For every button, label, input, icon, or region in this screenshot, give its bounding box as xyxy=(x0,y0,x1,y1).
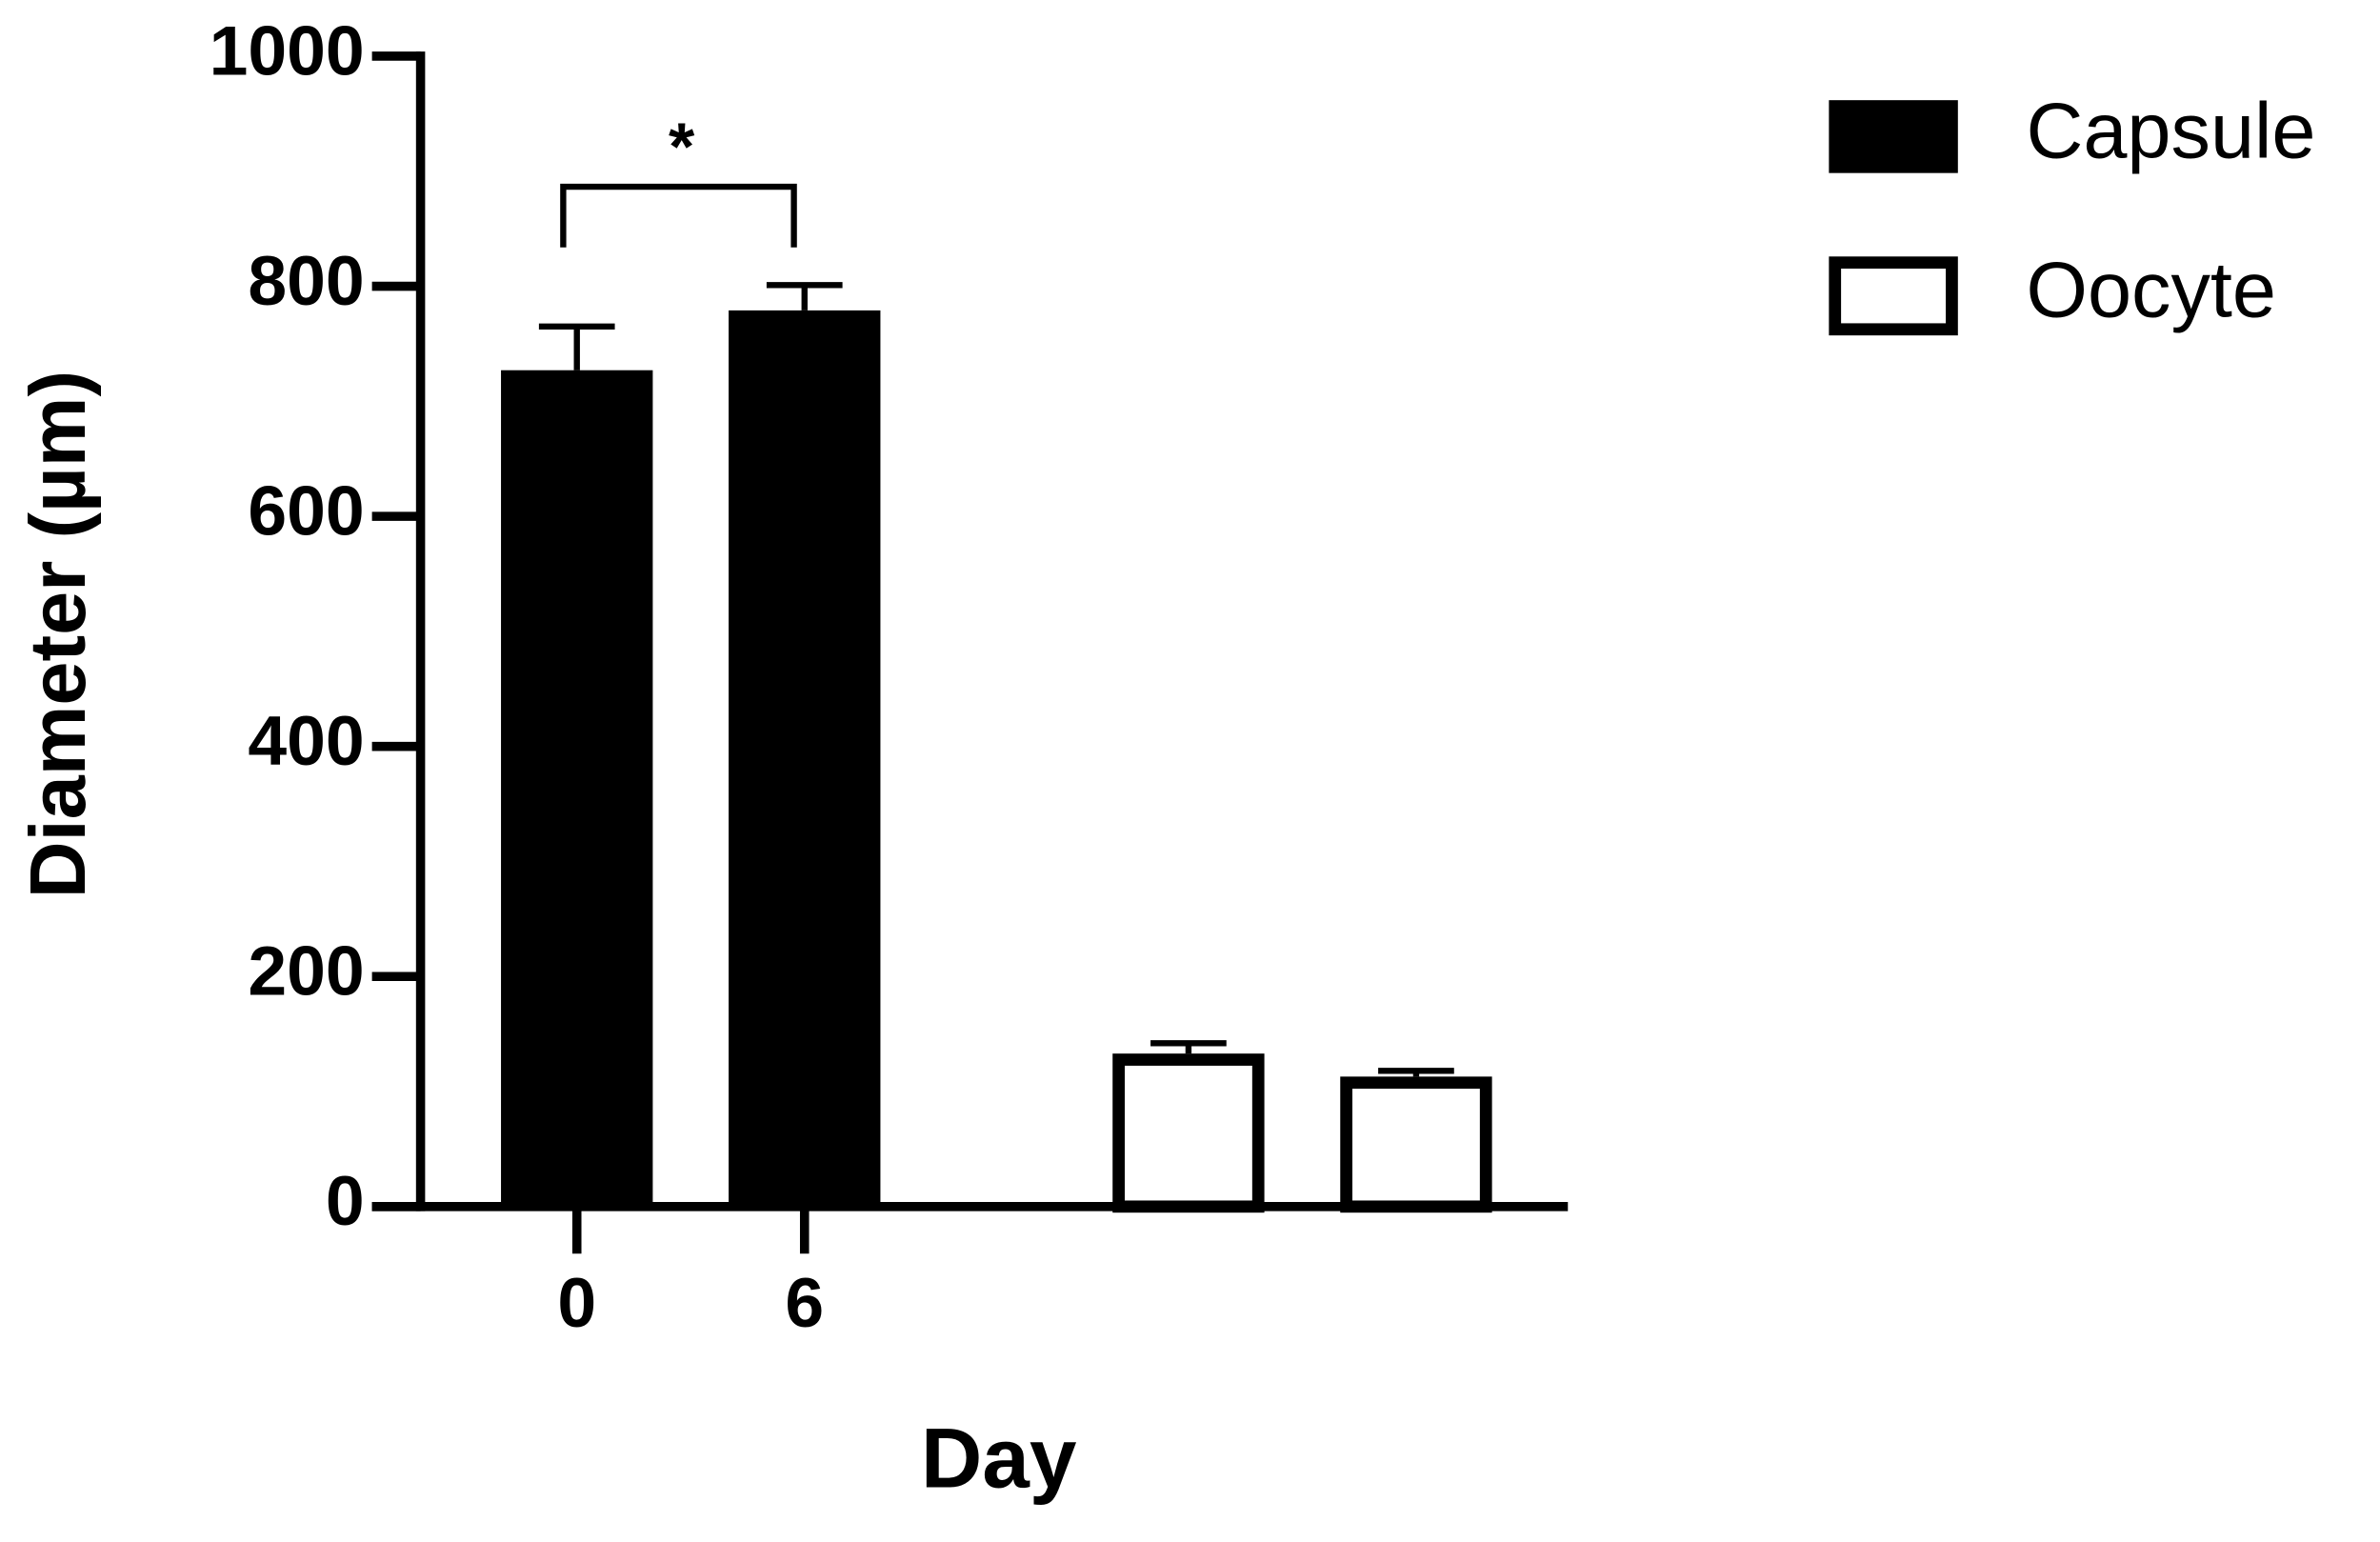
legend-swatch xyxy=(1829,100,1958,173)
y-tick-label: 200 xyxy=(248,932,364,1011)
y-tick-label: 1000 xyxy=(210,11,365,90)
bar xyxy=(1340,1076,1492,1213)
y-tick-label: 800 xyxy=(248,242,364,320)
legend-swatch xyxy=(1829,256,1958,336)
y-axis-title: Diameter (µm) xyxy=(13,370,102,898)
significance-bracket xyxy=(560,183,797,248)
error-bar xyxy=(1150,1040,1227,1054)
error-bar xyxy=(538,323,615,370)
bar xyxy=(501,370,653,1207)
x-tick-label: 0 xyxy=(557,1264,596,1342)
error-bar xyxy=(766,282,843,310)
x-axis-title: Day xyxy=(921,1410,1077,1505)
bar xyxy=(729,310,881,1207)
legend-label: Capsule xyxy=(2027,86,2316,174)
y-tick-label: 0 xyxy=(326,1162,365,1240)
y-tick-label: 600 xyxy=(248,471,364,550)
significance-label: * xyxy=(669,110,695,184)
bar xyxy=(1112,1053,1265,1213)
x-tick-label: 6 xyxy=(785,1264,824,1342)
error-bar xyxy=(1378,1068,1454,1077)
legend-label: Oocyte xyxy=(2027,246,2277,334)
y-tick-label: 400 xyxy=(248,702,364,780)
